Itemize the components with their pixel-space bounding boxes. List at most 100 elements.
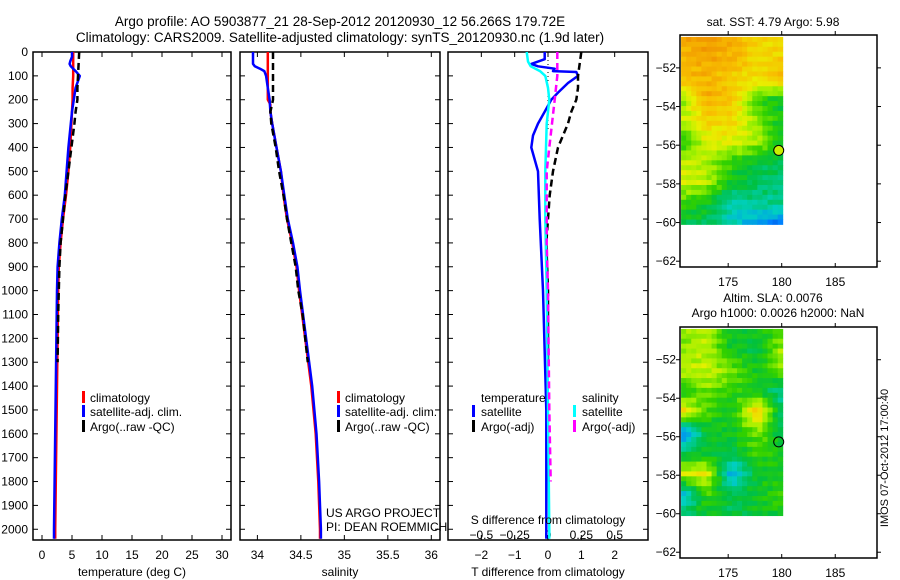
map-cell	[752, 184, 758, 191]
temperature-xlabel: temperature (deg C)	[78, 565, 186, 579]
map-cell	[742, 505, 748, 512]
map-cell	[721, 81, 728, 87]
map-cell	[762, 120, 768, 127]
map-cell	[716, 392, 723, 399]
map-cell	[747, 373, 753, 379]
map-cell	[706, 348, 712, 354]
map-cell	[726, 71, 733, 77]
map-cell	[737, 456, 743, 462]
map-cell	[681, 368, 687, 374]
map-cell	[767, 160, 774, 166]
map-cell	[696, 56, 702, 63]
map-cell	[742, 481, 748, 487]
map-cell	[711, 343, 718, 349]
map-cell	[742, 333, 748, 340]
map-cell	[681, 130, 687, 137]
legend-label: satellite	[481, 405, 522, 419]
map-cell	[757, 466, 763, 472]
map-cell	[767, 101, 774, 107]
map-cell	[726, 333, 733, 340]
map-cell	[737, 476, 743, 482]
lat-tick-label: −60	[656, 216, 677, 230]
map-cell	[757, 189, 763, 196]
map-cell	[726, 348, 733, 354]
map-cell	[696, 219, 702, 225]
map-cell	[711, 427, 718, 433]
map-cell	[772, 184, 779, 191]
map-cell	[762, 422, 768, 428]
map-cell	[757, 110, 763, 117]
map-cell	[731, 194, 738, 201]
map-cell	[691, 491, 697, 497]
map-cell	[767, 407, 774, 413]
map-cell	[701, 378, 707, 384]
map-cell	[681, 495, 687, 502]
map-cell	[716, 343, 723, 349]
map-cell	[772, 432, 779, 438]
map-cell	[716, 441, 723, 448]
map-cell	[737, 120, 743, 127]
y-tick-label: 800	[8, 236, 28, 250]
map-cell	[691, 184, 697, 191]
map-cell	[686, 417, 692, 423]
map-cell	[701, 71, 707, 77]
map-cell	[701, 91, 707, 97]
map-cell	[711, 194, 718, 201]
map-cell	[726, 175, 733, 181]
map-cell	[731, 110, 738, 117]
map-cell	[686, 160, 692, 166]
map-cell	[716, 446, 723, 453]
map-cell	[716, 353, 723, 359]
map-cell	[686, 422, 692, 428]
difference-legend: temperature satellite Argo(-adj) salinit…	[472, 391, 635, 434]
map-cell	[767, 446, 774, 453]
map-cell	[762, 446, 768, 453]
map-cell	[757, 204, 763, 211]
map-cell	[716, 476, 723, 482]
map-cell	[752, 417, 758, 423]
map-cell	[706, 189, 712, 196]
map-cell	[757, 56, 763, 63]
map-cell	[726, 214, 733, 220]
map-cell	[681, 363, 687, 369]
map-cell	[752, 437, 758, 443]
legend-header-temperature: temperature	[481, 391, 546, 405]
map-cell	[777, 46, 784, 53]
map-cell	[772, 348, 779, 354]
map-cell	[706, 120, 712, 127]
x-tick-label-salinity: −0.5	[469, 528, 493, 542]
map-cell	[762, 135, 768, 141]
map-cell	[701, 338, 707, 345]
map-cell	[706, 96, 712, 102]
map-cell	[737, 466, 743, 472]
map-cell	[686, 46, 692, 53]
map-cell	[772, 96, 779, 102]
map-cell	[686, 363, 692, 369]
map-cell	[737, 446, 743, 453]
map-cell	[762, 51, 768, 58]
map-cell	[686, 130, 692, 137]
map-cell	[726, 407, 733, 413]
map-cell	[691, 363, 697, 369]
map-cell	[681, 432, 687, 438]
map-cell	[696, 495, 702, 502]
map-cell	[691, 120, 697, 127]
map-cell	[767, 358, 774, 364]
map-cell	[696, 199, 702, 206]
map-cell	[777, 106, 784, 112]
lon-tick-label: 175	[718, 275, 738, 289]
map-cell	[706, 432, 712, 438]
map-cell	[686, 338, 692, 345]
map-cell	[696, 343, 702, 349]
map-cell	[706, 402, 712, 408]
map-cell	[752, 412, 758, 418]
map-cell	[777, 397, 784, 404]
map-cell	[752, 110, 758, 117]
map-cell	[767, 422, 774, 428]
map-cell	[706, 214, 712, 220]
map-cell	[762, 96, 768, 102]
map-cell	[762, 199, 768, 206]
map-cell	[742, 130, 748, 137]
map-cell	[772, 46, 779, 53]
map-cell	[696, 140, 702, 146]
